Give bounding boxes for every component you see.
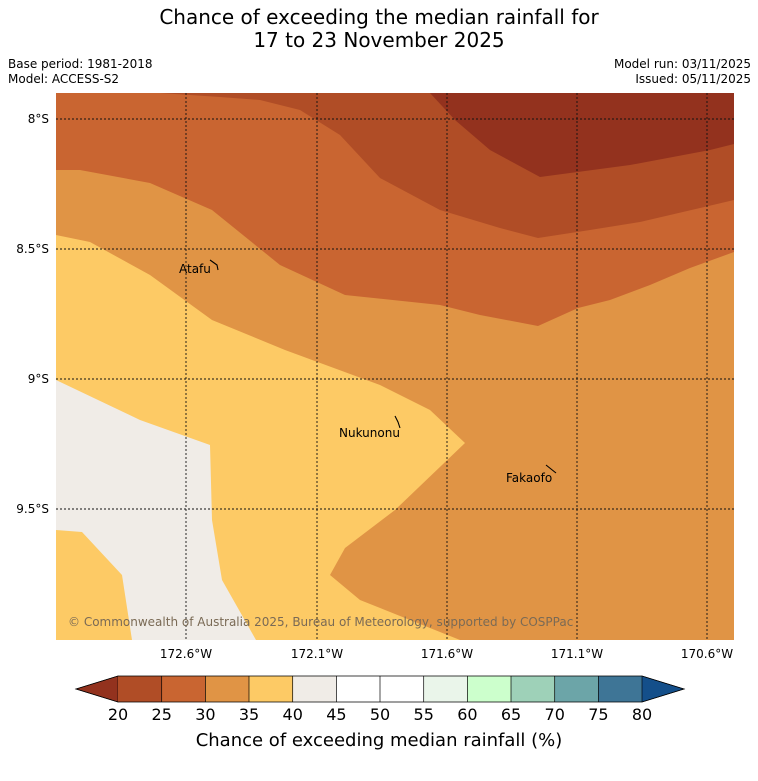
colorbar-segment bbox=[292, 676, 337, 702]
colorbar-segment bbox=[118, 676, 162, 702]
lon-label: 171.6°W bbox=[421, 647, 473, 661]
lon-label: 171.1°W bbox=[551, 647, 603, 661]
colorbar-segment bbox=[467, 676, 511, 702]
zone-under-20 bbox=[430, 93, 734, 177]
zone-40-45 bbox=[56, 380, 256, 640]
colorbar-tick-label: 75 bbox=[588, 705, 608, 724]
colorbar-segment bbox=[511, 676, 555, 702]
colorbar-segment bbox=[598, 676, 642, 702]
rainfall-zones bbox=[56, 93, 734, 640]
colorbar-tick-label: 45 bbox=[326, 705, 346, 724]
model-run: Model run: 03/11/2025 bbox=[613, 57, 751, 71]
colorbar-high-extension bbox=[641, 675, 686, 703]
fakaofo-island bbox=[545, 464, 557, 474]
colorbar-tick-label: 50 bbox=[370, 705, 390, 724]
place-label-atafu: Atafu bbox=[179, 262, 211, 276]
meta-left: Base period: 1981-2018 Model: ACCESS-S2 bbox=[8, 57, 153, 87]
title-line-2: 17 to 23 November 2025 bbox=[253, 28, 505, 52]
atolls bbox=[209, 259, 557, 474]
place-label-nukunonu: Nukunonu bbox=[339, 426, 400, 440]
lon-label: 172.6°W bbox=[160, 647, 212, 661]
colorbar-segment bbox=[161, 676, 206, 702]
colorbar-tick-label: 70 bbox=[545, 705, 565, 724]
model-name: Model: ACCESS-S2 bbox=[8, 72, 120, 86]
colorbar-tick-label: 25 bbox=[152, 705, 172, 724]
copyright-text: © Commonwealth of Australia 2025, Bureau… bbox=[68, 615, 573, 629]
colorbar-tick-label: 40 bbox=[283, 705, 303, 724]
colorbar-segment bbox=[336, 676, 380, 702]
colorbar-tick-label: 65 bbox=[501, 705, 521, 724]
colorbar-segment bbox=[554, 676, 599, 702]
nukunonu-island bbox=[394, 415, 401, 429]
atafu-island bbox=[209, 259, 219, 271]
colorbar-segment bbox=[423, 676, 468, 702]
lon-label: 172.1°W bbox=[291, 647, 343, 661]
base-period: Base period: 1981-2018 bbox=[8, 57, 153, 71]
meta-right: Model run: 03/11/2025 Issued: 05/11/2025 bbox=[614, 57, 751, 87]
lat-label: 9°S bbox=[28, 372, 49, 386]
graticule bbox=[56, 93, 734, 640]
colorbar-tick-label: 60 bbox=[457, 705, 477, 724]
colorbar-segment bbox=[205, 676, 249, 702]
colorbar-segment bbox=[380, 676, 424, 702]
colorbar-low-extension bbox=[74, 675, 119, 703]
colorbar-segment bbox=[249, 676, 293, 702]
colorbar-label: Chance of exceeding median rainfall (%) bbox=[195, 730, 563, 751]
lat-label: 9.5°S bbox=[16, 502, 49, 516]
title-line-1: Chance of exceeding the median rainfall … bbox=[159, 5, 599, 29]
place-label-fakaofo: Fakaofo bbox=[506, 471, 552, 485]
colorbar: 20 25 30 35 40 45 50 55 60 65 70 75 80 bbox=[74, 675, 686, 724]
colorbar-outline bbox=[74, 675, 686, 703]
chart-title: Chance of exceeding the median rainfall … bbox=[0, 6, 758, 52]
lat-label: 8.5°S bbox=[16, 242, 49, 256]
colorbar-tick-label: 30 bbox=[195, 705, 215, 724]
lat-label: 8°S bbox=[28, 112, 49, 126]
issued-date: Issued: 05/11/2025 bbox=[635, 72, 751, 86]
colorbar-tick-label: 35 bbox=[239, 705, 259, 724]
colorbar-tick-label: 20 bbox=[108, 705, 128, 724]
colorbar-tick-label: 80 bbox=[632, 705, 652, 724]
colorbar-tick-label: 55 bbox=[414, 705, 434, 724]
lon-label: 170.6°W bbox=[681, 647, 733, 661]
